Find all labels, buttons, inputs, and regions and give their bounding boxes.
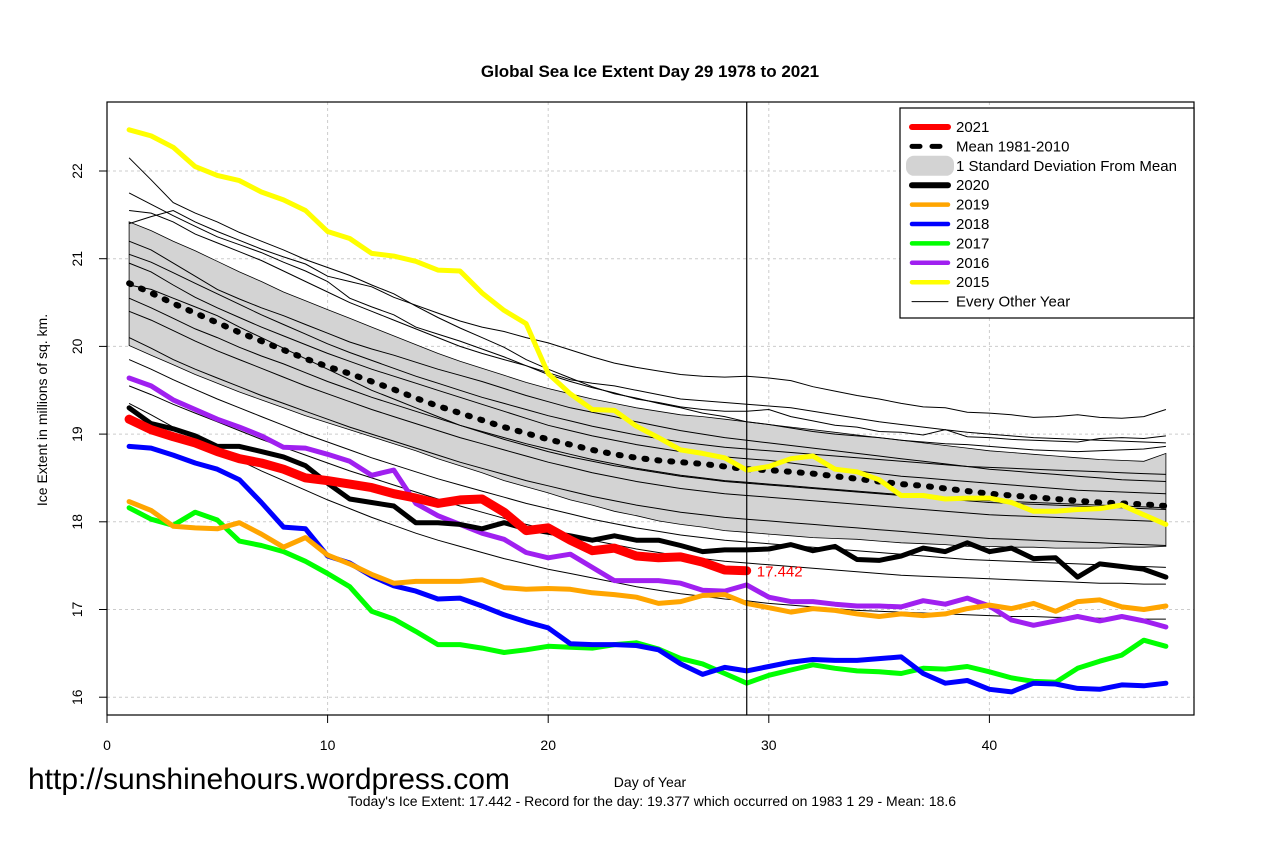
y-tick-label: 18	[69, 514, 85, 530]
chart-title: Global Sea Ice Extent Day 29 1978 to 202…	[481, 62, 819, 81]
series-line-2018	[126, 443, 1169, 695]
x-tick-label: 20	[540, 737, 556, 753]
y-tick-label: 20	[69, 338, 85, 354]
current-day-marker: 17.442	[746, 102, 803, 715]
x-tick-label: 30	[761, 737, 777, 753]
summary-footnote: Today's Ice Extent: 17.442 - Record for …	[348, 793, 956, 809]
x-axis-label: Day of Year	[614, 774, 687, 790]
other-year-line	[128, 262, 1166, 495]
x-tick-label: 10	[320, 737, 336, 753]
legend-label: 2018	[956, 216, 989, 233]
legend-swatch-1-standard-deviation-from-mean	[906, 155, 954, 176]
other-year-line	[128, 310, 1166, 523]
other-year-line	[128, 385, 1166, 585]
other-year-line	[128, 253, 1166, 475]
x-axis: 0 10 20 30 40	[103, 715, 997, 753]
legend-label: 2016	[956, 255, 989, 272]
series-line-2016	[126, 375, 1169, 630]
other-year-line	[128, 359, 1166, 568]
mean-1981-2010-line	[126, 280, 1169, 509]
y-axis: 16 17 18 19 20 21 22	[69, 163, 107, 705]
current-value-label: 17.442	[757, 564, 803, 581]
legend-label: 2021	[956, 119, 989, 136]
other-year-line	[128, 209, 1167, 419]
legend-label: Every Other Year	[956, 294, 1070, 311]
plot-frame	[106, 101, 1195, 716]
other-year-line	[128, 337, 1166, 546]
other-years-lines	[128, 157, 1167, 620]
other-year-line	[128, 402, 1166, 620]
series-line-2021	[124, 414, 752, 576]
y-tick-label: 17	[69, 602, 85, 618]
x-tick-label: 40	[982, 737, 998, 753]
legend-label: 1 Standard Deviation From Mean	[956, 158, 1177, 175]
y-tick-label: 21	[69, 251, 85, 267]
highlight-series	[124, 127, 1169, 695]
other-year-line	[128, 157, 1166, 453]
y-tick-label: 22	[69, 163, 85, 179]
watermark-url: http://sunshinehours.wordpress.com	[28, 763, 510, 796]
legend-label: 2017	[956, 235, 989, 252]
std-dev-band-area	[128, 221, 1167, 549]
x-tick-label: 0	[103, 737, 111, 753]
series-line-2019	[126, 499, 1169, 619]
legend: 2021 Mean 1981-2010 1 Standard Deviation F…	[899, 107, 1195, 319]
y-tick-label: 19	[69, 426, 85, 442]
other-year-line	[128, 240, 1166, 482]
legend-label: Mean 1981-2010	[956, 138, 1069, 155]
mean-line	[126, 280, 1169, 509]
series-line-2015	[126, 127, 1169, 527]
legend-label: 2020	[956, 177, 989, 194]
y-tick-label: 16	[69, 689, 85, 705]
std-dev-band	[128, 221, 1167, 549]
legend-label: 2015	[956, 274, 989, 291]
y-axis-label: Ice Extent in millions of sq. km.	[34, 314, 50, 506]
other-year-line	[129, 210, 1166, 444]
legend-label: 2019	[956, 197, 989, 214]
series-line-2020	[126, 405, 1169, 580]
other-year-line	[129, 284, 1166, 510]
